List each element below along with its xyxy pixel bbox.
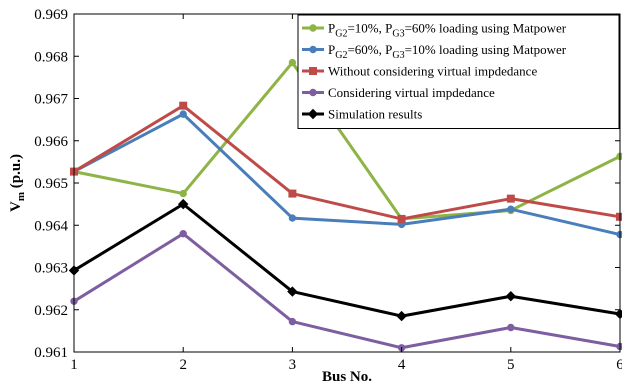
y-tick-label: 0.963: [34, 261, 68, 277]
legend-label-part: P: [328, 21, 335, 36]
legend-swatch-marker: [309, 24, 317, 32]
legend-label-part: =10% loading using Matpower: [405, 42, 567, 57]
x-tick-label: 6: [616, 357, 622, 373]
data-point: [287, 286, 298, 297]
y-tick-label: 0.962: [34, 303, 68, 319]
y-tick-label: 0.965: [34, 176, 68, 192]
legend-label-part: =60% loading using Matpower: [405, 21, 567, 36]
y-tick-label: 0.964: [34, 218, 68, 234]
series-3: [70, 101, 622, 223]
legend-label-part: =60%, P: [347, 42, 392, 57]
series-line: [73, 104, 621, 221]
y-tick-label: 0.968: [34, 49, 68, 65]
legend-item: Considering virtual impdedance: [302, 85, 495, 100]
series-2: [70, 110, 622, 239]
x-tick-label: 4: [398, 357, 406, 373]
legend-label-part: G3: [392, 50, 404, 61]
data-point: [288, 214, 297, 222]
series-4: [70, 230, 622, 352]
legend-swatch-marker: [307, 108, 319, 120]
x-tick-label: 2: [179, 357, 187, 373]
legend-box: [297, 14, 620, 129]
legend-label: Simulation results: [328, 107, 422, 122]
y-axis-title-unit: (p.u.): [8, 154, 24, 192]
series-line: [73, 232, 621, 350]
data-point: [397, 214, 406, 223]
plot-area: [68, 58, 622, 352]
legend-label-part: Considering virtual impdedance: [328, 85, 495, 100]
data-point: [507, 205, 515, 213]
legend-label-part: G3: [392, 29, 404, 40]
x-tick-label: 5: [507, 357, 515, 373]
legend-swatch-marker: [309, 67, 317, 75]
series-line: [73, 112, 621, 237]
x-axis-title: Bus No.: [322, 369, 372, 385]
legend-label-part: G2: [335, 29, 347, 40]
legend: PG2=10%, PG3=60% loading using MatpowerP…: [297, 14, 620, 129]
data-point: [616, 212, 622, 221]
y-tick-label: 0.961: [34, 345, 68, 361]
legend-swatch-marker: [309, 45, 317, 54]
legend-label-part: Without considering virtual impdedance: [328, 64, 537, 79]
y-tick-label: 0.967: [34, 92, 68, 108]
legend-item: Without considering virtual impdedance: [302, 64, 537, 79]
legend-label: Considering virtual impdedance: [328, 85, 495, 100]
data-point: [396, 310, 407, 322]
legend-label-part: P: [328, 42, 335, 57]
data-point: [616, 230, 622, 239]
data-point: [288, 189, 297, 198]
data-point: [179, 110, 187, 118]
legend-label-part: G2: [335, 50, 347, 61]
legend-item: PG2=60%, PG3=10% loading using Matpower: [302, 42, 567, 61]
data-point: [288, 317, 297, 326]
legend-item: Simulation results: [302, 107, 422, 122]
series-line: [73, 202, 621, 318]
legend-label-part: =10%, P: [347, 21, 392, 36]
data-point: [614, 308, 622, 320]
y-axis-title-sub: m: [15, 192, 27, 201]
data-point: [179, 101, 188, 110]
data-point: [179, 189, 187, 198]
series-5: [68, 198, 622, 322]
data-point: [507, 323, 515, 332]
data-point: [616, 152, 622, 161]
data-point: [505, 291, 517, 302]
y-axis-title: Vm (p.u.): [8, 154, 27, 212]
legend-label: PG2=60%, PG3=10% loading using Matpower: [328, 42, 567, 61]
data-point: [288, 58, 297, 67]
data-point: [179, 230, 187, 238]
data-point: [616, 342, 622, 351]
legend-swatch-marker: [309, 88, 317, 97]
y-tick-label: 0.969: [34, 7, 68, 23]
axes: 0.961 0.962 0.963 0.964 0.965 0.966 0.967 0.968…: [34, 7, 622, 373]
y-axis-title-main: V: [8, 201, 24, 212]
legend-label: PG2=10%, PG3=60% loading using Matpower: [328, 21, 567, 40]
y-tick-label: 0.966: [34, 134, 68, 150]
x-tick-label: 1: [70, 357, 78, 373]
legend-item: PG2=10%, PG3=60% loading using Matpower: [302, 21, 567, 40]
data-point: [177, 198, 189, 210]
data-point: [506, 194, 515, 203]
x-tick-label: 3: [289, 357, 297, 373]
legend-label: Without considering virtual impdedance: [328, 64, 537, 79]
legend-label-part: Simulation results: [328, 107, 422, 122]
